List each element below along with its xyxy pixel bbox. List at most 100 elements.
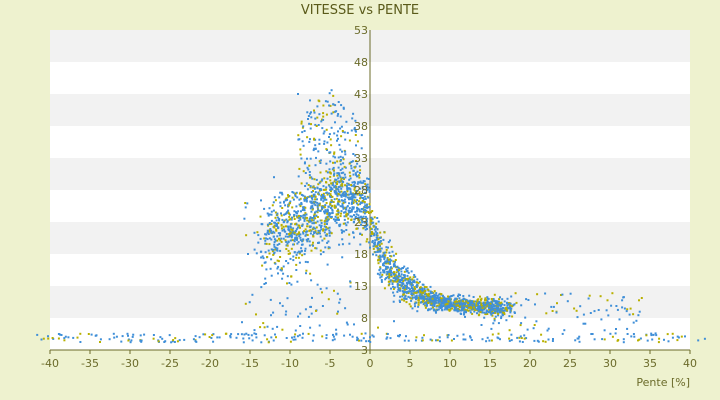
data-point <box>348 242 351 245</box>
data-point <box>349 285 352 288</box>
data-point <box>388 251 391 254</box>
data-point <box>397 273 400 276</box>
data-point <box>385 261 388 264</box>
data-point <box>299 205 302 208</box>
data-point <box>337 192 340 195</box>
data-point <box>280 240 283 243</box>
data-point <box>332 333 334 336</box>
data-point <box>527 299 530 301</box>
data-point <box>285 248 288 250</box>
data-point <box>298 214 300 217</box>
data-point <box>284 313 287 316</box>
data-point <box>498 311 501 314</box>
data-point <box>340 172 343 175</box>
data-point <box>326 141 329 144</box>
data-point <box>322 194 324 196</box>
data-point <box>638 310 641 313</box>
data-point <box>362 211 365 214</box>
data-point <box>316 201 319 204</box>
data-point <box>321 206 324 209</box>
data-point <box>368 189 371 192</box>
data-point <box>324 204 327 207</box>
data-point <box>497 303 500 306</box>
data-point <box>304 228 307 231</box>
data-point <box>346 188 349 191</box>
data-point <box>462 295 465 297</box>
data-point <box>308 220 311 223</box>
data-point <box>387 284 390 287</box>
data-point <box>425 305 428 307</box>
data-point <box>401 283 404 286</box>
data-point <box>417 282 420 285</box>
data-point <box>274 333 276 336</box>
data-point <box>535 320 538 323</box>
data-point <box>453 338 455 340</box>
data-point <box>397 279 400 282</box>
data-point <box>330 144 333 147</box>
data-point <box>486 296 489 299</box>
data-point <box>300 122 303 125</box>
data-point <box>438 336 441 339</box>
data-point <box>366 206 369 209</box>
data-point <box>333 204 336 207</box>
data-point <box>493 293 496 296</box>
data-point <box>339 115 342 118</box>
data-point <box>273 238 276 241</box>
data-point <box>329 186 332 189</box>
data-point <box>341 230 344 233</box>
data-point <box>309 232 312 235</box>
data-point <box>314 217 317 220</box>
data-point <box>433 294 436 297</box>
data-point <box>328 168 331 171</box>
data-point <box>650 332 653 335</box>
data-point <box>271 327 274 330</box>
data-point <box>301 209 304 211</box>
data-point <box>496 336 499 339</box>
data-point <box>310 279 313 282</box>
y-tick-label: 8 <box>361 312 368 325</box>
data-point <box>433 290 436 293</box>
data-point <box>271 250 274 253</box>
data-point <box>299 191 302 194</box>
data-point <box>334 178 337 181</box>
data-point <box>351 197 354 200</box>
data-point <box>274 248 277 251</box>
data-point <box>274 262 277 265</box>
x-axis-label: Pente [%] <box>636 376 690 389</box>
data-point <box>327 246 330 249</box>
data-point <box>337 209 340 212</box>
data-point <box>286 297 289 300</box>
data-point <box>388 280 391 283</box>
data-point <box>310 249 313 252</box>
data-point <box>561 332 564 335</box>
data-point <box>348 193 351 196</box>
data-point <box>514 292 517 295</box>
data-point <box>291 232 294 235</box>
data-point <box>380 247 382 250</box>
data-point <box>297 219 300 222</box>
data-point <box>314 144 317 147</box>
data-point <box>349 190 352 193</box>
data-point <box>490 327 493 330</box>
data-point <box>523 334 526 337</box>
data-point <box>433 301 436 304</box>
data-point <box>360 134 363 137</box>
data-point <box>334 121 336 124</box>
data-point <box>323 140 326 143</box>
data-point <box>410 297 413 300</box>
data-point <box>381 255 384 258</box>
data-point <box>336 174 339 177</box>
data-point <box>399 301 401 303</box>
data-point <box>378 248 381 251</box>
data-point <box>404 295 407 298</box>
data-point <box>263 283 266 285</box>
data-point <box>79 332 82 335</box>
data-point <box>380 279 383 281</box>
data-point <box>328 133 331 136</box>
data-point <box>459 294 461 297</box>
data-point <box>345 229 348 231</box>
data-point <box>300 215 303 218</box>
data-point <box>451 304 454 307</box>
data-point <box>461 309 464 312</box>
data-point <box>335 193 338 196</box>
